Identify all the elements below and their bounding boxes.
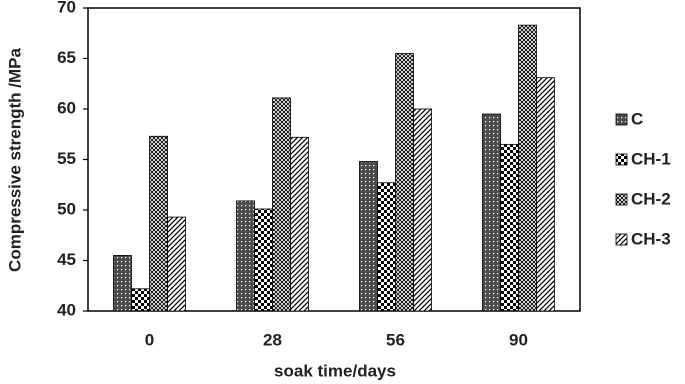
bar [500, 143, 519, 312]
x-tick-label: 28 [263, 330, 282, 349]
bar [359, 161, 378, 312]
legend-swatch [615, 233, 628, 246]
x-axis-label: soak time/days [274, 361, 396, 380]
bar [272, 97, 291, 312]
legend-swatch [615, 153, 628, 166]
bar [536, 77, 555, 312]
bar [167, 216, 186, 312]
x-tick-label: 56 [386, 330, 405, 349]
y-tick-label: 65 [57, 48, 76, 67]
legend-label: C [631, 109, 643, 128]
bar [290, 136, 309, 312]
x-tick-label: 0 [145, 330, 154, 349]
x-tick-label: 90 [509, 330, 528, 349]
y-tick-label: 55 [57, 149, 76, 168]
y-tick-label: 70 [57, 0, 76, 16]
legend-label: CH-1 [631, 149, 671, 168]
legend-swatch [615, 193, 628, 206]
bar [518, 24, 537, 312]
legend-label: CH-2 [631, 189, 671, 208]
bar [395, 53, 414, 312]
bar [482, 113, 501, 312]
y-tick-label: 40 [57, 300, 76, 319]
bar [236, 200, 255, 312]
bar [254, 208, 273, 312]
y-tick-label: 50 [57, 199, 76, 218]
bar [377, 182, 396, 312]
bar [113, 255, 132, 312]
legend-label: CH-3 [631, 229, 671, 248]
legend-swatch [615, 113, 628, 126]
bar [131, 288, 150, 312]
y-tick-label: 60 [57, 98, 76, 117]
y-axis-label: Compressive strength /MPa [5, 48, 24, 272]
bar [413, 108, 432, 312]
bar [149, 135, 168, 312]
y-tick-label: 45 [57, 250, 76, 269]
